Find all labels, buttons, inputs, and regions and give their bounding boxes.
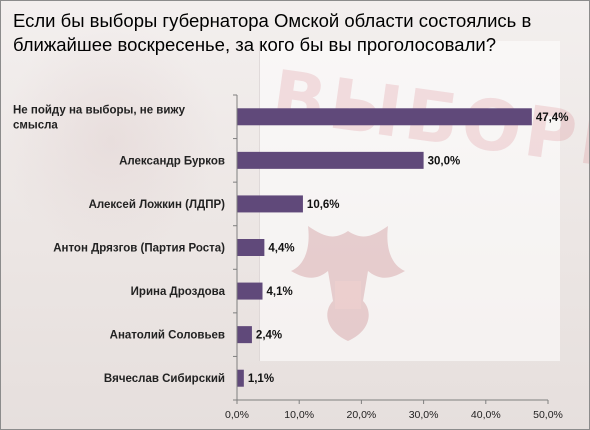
- category-label: Александр Бурков: [119, 155, 225, 167]
- chart-bars: [237, 108, 532, 387]
- background-blur: [1, 21, 221, 261]
- bar: [237, 195, 303, 213]
- category-label: Алексей Ложкин (ЛДПР): [89, 199, 226, 211]
- chart-axes: 0,0% 10,0% 20,0% 30,0% 40,0% 50,0%: [225, 94, 563, 421]
- x-tick-label: 40,0%: [471, 409, 501, 421]
- x-tick-label: 0,0%: [225, 409, 249, 421]
- background-ballot-box: [259, 41, 560, 361]
- category-label: Антон Дрязгов (Партия Роста): [53, 243, 225, 255]
- x-tick-label: 30,0%: [409, 409, 439, 421]
- category-label: Анатолий Соловьев: [110, 330, 225, 342]
- chart-labels: 47,4% Не пойду на выборы, не вижу смысла 30…: [13, 104, 568, 385]
- bar: [237, 369, 244, 387]
- bar: [237, 282, 263, 300]
- bar: [237, 239, 265, 256]
- data-label: 10,6%: [307, 199, 340, 211]
- chart-title: Если бы выборы губернатора Омской област…: [13, 10, 532, 55]
- category-label-line: смысла: [13, 119, 58, 131]
- category-label: Вячеслав Сибирский: [104, 373, 225, 385]
- category-label: Ирина Дроздова: [131, 286, 226, 298]
- bar: [237, 151, 424, 169]
- data-label: 1,1%: [248, 373, 274, 385]
- data-label: 47,4%: [536, 112, 569, 124]
- data-label: 4,4%: [268, 243, 294, 255]
- bar: [237, 326, 252, 344]
- data-label: 4,1%: [267, 286, 293, 298]
- bar: [237, 108, 532, 126]
- category-label: Не пойду на выборы, не вижу смысла: [13, 104, 186, 131]
- category-label-line: Не пойду на выборы, не вижу: [13, 104, 186, 116]
- data-label: 2,4%: [256, 330, 282, 342]
- x-tick-label: 50,0%: [533, 409, 563, 421]
- background-eagle-emblem-icon: [291, 226, 405, 341]
- x-tick-label: 10,0%: [284, 409, 314, 421]
- data-label: 30,0%: [428, 155, 461, 167]
- x-tick-label: 20,0%: [347, 409, 377, 421]
